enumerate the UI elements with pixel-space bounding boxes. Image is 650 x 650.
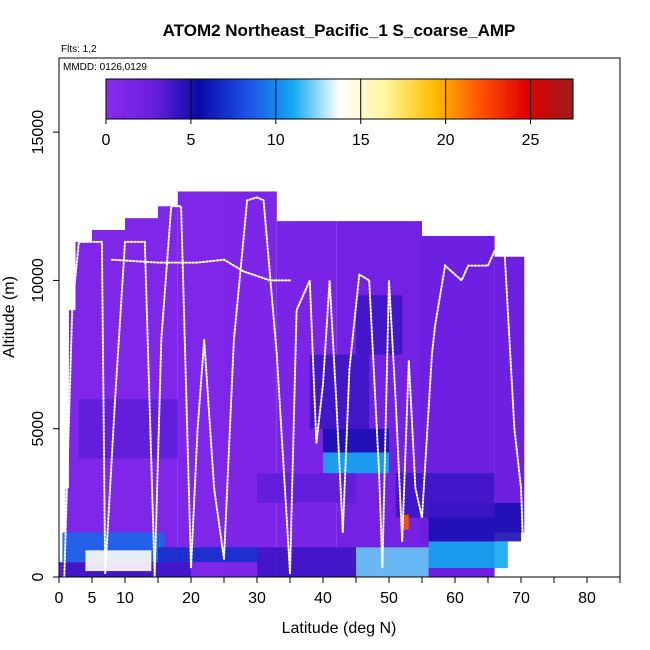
chart-title: ATOM2 Northeast_Pacific_1 S_coarse_AMP <box>163 21 516 40</box>
flights-label: Flts: 1,2 <box>61 44 97 55</box>
colorbar: 0 5 10 15 20 25 <box>102 78 574 149</box>
x-axis: 0 5 10 20 30 40 50 60 70 80 <box>55 577 621 607</box>
x-tick-label: 40 <box>314 590 332 607</box>
heatmap-column <box>158 206 178 577</box>
y-tick-label: 0 <box>30 572 47 581</box>
colorbar-tick-label: 15 <box>352 132 370 149</box>
date-label: MMDD: 0126,0129 <box>63 62 147 73</box>
y-axis-label: Altitude (m) <box>1 276 18 358</box>
heatmap-cell <box>85 550 152 572</box>
x-tick-label: 0 <box>55 590 64 607</box>
colorbar-tick-label: 0 <box>102 132 111 149</box>
heatmap-cell <box>78 399 178 459</box>
heatmap-cell <box>428 541 508 569</box>
y-tick-label: 15000 <box>30 110 47 155</box>
heatmap-cell <box>395 473 495 518</box>
x-tick-label: 80 <box>578 590 596 607</box>
heatmap-cell <box>356 547 429 577</box>
heatmap-column <box>494 256 525 533</box>
colorbar-tick-label: 25 <box>522 132 540 149</box>
plot-frame <box>58 57 621 578</box>
y-axis: 0 5000 10000 15000 <box>30 110 59 581</box>
x-tick-label: 5 <box>88 590 97 607</box>
x-tick-label: 20 <box>182 590 200 607</box>
x-axis-label: Latitude (deg N) <box>282 620 397 637</box>
heatmap-cell <box>257 547 356 577</box>
x-tick-label: 60 <box>446 590 464 607</box>
y-tick-label: 10000 <box>30 258 47 303</box>
heatmap-cell <box>356 295 403 355</box>
y-tick-label: 5000 <box>30 411 47 447</box>
heatmap-cell <box>402 514 409 530</box>
heatmap-cell <box>158 547 257 563</box>
colorbar-gradient <box>105 78 574 120</box>
flight-track <box>63 196 526 577</box>
colorbar-tick-label: 5 <box>186 132 195 149</box>
colorbar-tick-label: 10 <box>267 132 285 149</box>
plot-area <box>59 191 526 577</box>
x-tick-label: 50 <box>380 590 398 607</box>
x-tick-label: 10 <box>116 590 134 607</box>
heatmap-cell <box>323 428 389 453</box>
colorbar-tick-label: 20 <box>437 132 455 149</box>
x-tick-label: 70 <box>512 590 530 607</box>
flight-track-2 <box>110 258 291 282</box>
x-tick-label: 30 <box>248 590 266 607</box>
